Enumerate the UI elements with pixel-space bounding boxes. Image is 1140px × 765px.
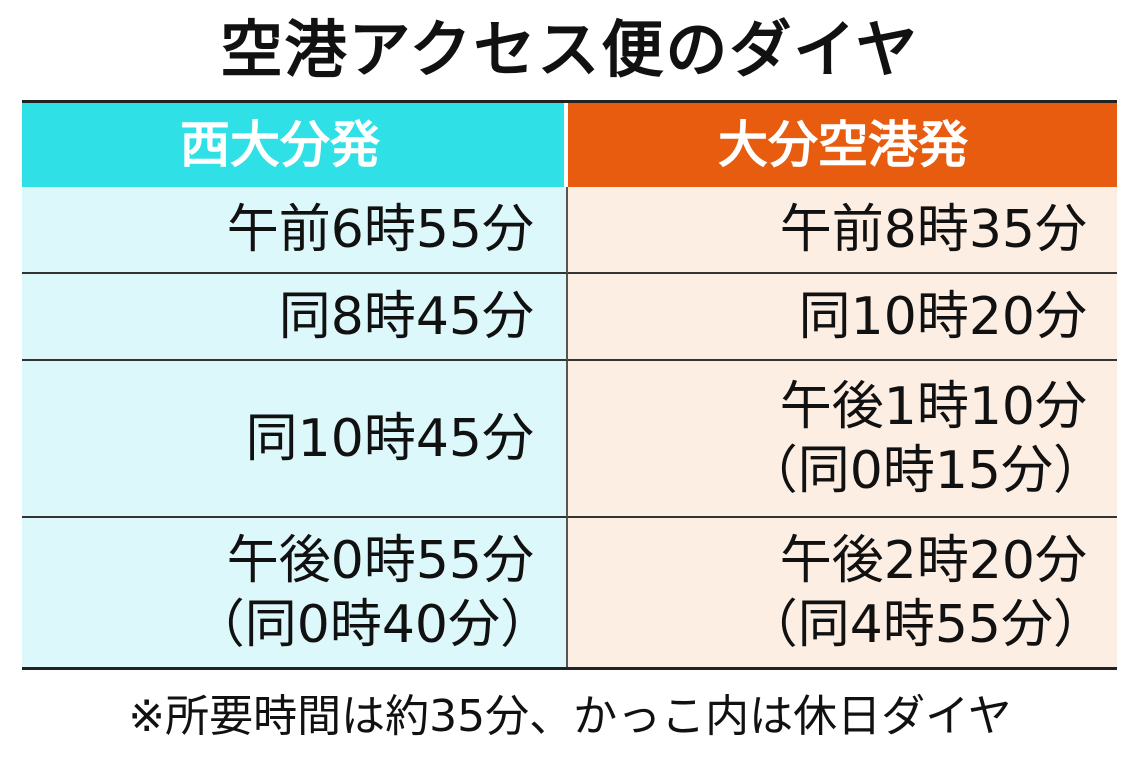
footnote: ※所要時間は約35分、かっこ内は休日ダイヤ [128, 691, 1012, 742]
table-cell: 午後2時20分 （同4時55分） [568, 518, 1117, 667]
cell-text: （同0時15分） [745, 440, 1105, 501]
header-text: 西大分発 [180, 116, 380, 174]
cell-text: 午後1時10分 [779, 376, 1087, 437]
schedule-table: 西大分発 大分空港発 午前6時55分 午前8時35分 同8時45分 同10時20… [22, 100, 1117, 670]
header-cell: 大分空港発 [568, 103, 1117, 187]
table-cell: 午前8時35分 [568, 187, 1117, 274]
cell-text: 午後0時55分 [226, 530, 534, 591]
title: 空港アクセス便のダイヤ [220, 13, 920, 86]
table-cell: 同10時20分 [568, 274, 1117, 361]
table-cell: 午後0時55分 （同0時40分） [22, 518, 568, 667]
cell-text: 午後2時20分 [779, 530, 1087, 591]
cell-text: （同4時55分） [745, 594, 1105, 655]
cell-text: 同10時45分 [245, 408, 534, 469]
table-cell: 同8時45分 [22, 274, 568, 361]
table-cell: 午前6時55分 [22, 187, 568, 274]
cell-text: 午前8時35分 [779, 199, 1087, 260]
header-cell: 西大分発 [22, 103, 568, 187]
cell-text: 同8時45分 [278, 286, 534, 347]
cell-text: （同0時40分） [192, 594, 552, 655]
header-text: 大分空港発 [718, 116, 968, 174]
cell-text: 同10時20分 [798, 286, 1087, 347]
table-cell: 同10時45分 [22, 361, 568, 518]
cell-text: 午前6時55分 [226, 199, 534, 260]
table-cell: 午後1時10分 （同0時15分） [568, 361, 1117, 518]
